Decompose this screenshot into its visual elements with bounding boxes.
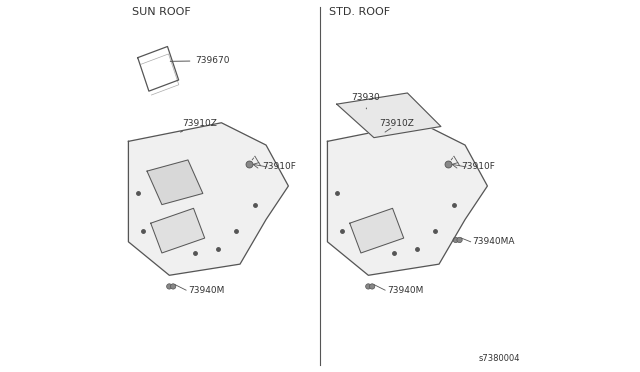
Text: SUN ROOF: SUN ROOF bbox=[132, 7, 191, 17]
Text: 73910Z: 73910Z bbox=[180, 119, 217, 132]
Text: 73910F: 73910F bbox=[461, 162, 495, 171]
Text: 739670: 739670 bbox=[170, 56, 230, 65]
Text: 73910Z: 73910Z bbox=[380, 119, 414, 128]
Circle shape bbox=[457, 237, 462, 243]
Text: 73940M: 73940M bbox=[387, 286, 423, 295]
Text: 73940MA: 73940MA bbox=[472, 237, 515, 246]
Polygon shape bbox=[129, 123, 289, 275]
Circle shape bbox=[166, 284, 172, 289]
Polygon shape bbox=[337, 93, 441, 138]
Text: STD. ROOF: STD. ROOF bbox=[330, 7, 390, 17]
Text: 73910F: 73910F bbox=[262, 162, 296, 171]
Text: 73940M: 73940M bbox=[188, 286, 224, 295]
Polygon shape bbox=[151, 208, 205, 253]
Polygon shape bbox=[349, 208, 404, 253]
Circle shape bbox=[170, 284, 176, 289]
Polygon shape bbox=[147, 160, 203, 205]
Circle shape bbox=[453, 237, 458, 243]
Circle shape bbox=[365, 284, 371, 289]
Text: 73930: 73930 bbox=[351, 93, 380, 109]
Text: s7380004: s7380004 bbox=[478, 354, 520, 363]
Polygon shape bbox=[328, 123, 488, 275]
Circle shape bbox=[369, 284, 375, 289]
